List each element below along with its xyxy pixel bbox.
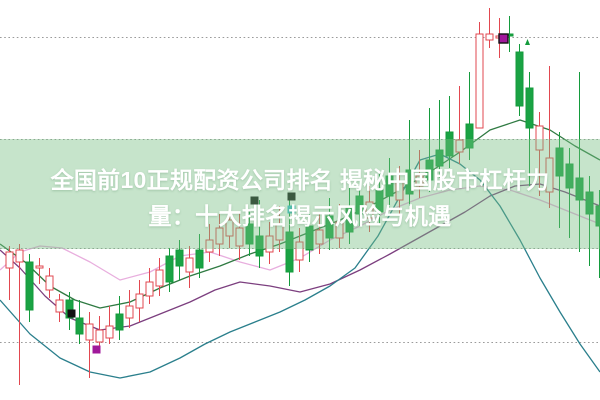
- candle-12: [125, 290, 134, 328]
- candle-55: [555, 132, 564, 228]
- candle-0: [5, 246, 14, 300]
- candle-53: [535, 112, 544, 196]
- marker-square-1: [92, 345, 101, 354]
- candle-43: [435, 100, 444, 178]
- candle-25: [255, 200, 264, 268]
- marker-outline-6: [498, 33, 509, 44]
- candle-17: [175, 240, 184, 280]
- candle-26: [265, 222, 274, 264]
- candle-14: [145, 268, 154, 304]
- candle-8: [85, 312, 94, 378]
- marker-square-2: [250, 196, 259, 205]
- marker-triangle-7: [525, 39, 530, 45]
- ma-line-MA-mid-green: [0, 119, 600, 309]
- ma-line-MA-short-pink: [0, 185, 600, 281]
- candle-7: [75, 300, 84, 344]
- candle-31: [315, 212, 324, 254]
- candle-32: [325, 198, 334, 250]
- candle-38: [385, 158, 394, 210]
- candle-57: [575, 72, 584, 252]
- candle-27: [275, 206, 284, 252]
- candle-34: [345, 188, 354, 244]
- candle-22: [225, 208, 234, 248]
- candle-24: [245, 210, 254, 256]
- marker-square-3: [287, 192, 296, 201]
- candle-3: [35, 258, 44, 284]
- candle-37: [375, 172, 384, 224]
- marker-square-5: [499, 34, 508, 43]
- candle-21: [215, 214, 224, 256]
- candlesticks-group: [5, 8, 600, 385]
- candle-41: [415, 150, 424, 198]
- candle-5: [55, 294, 64, 322]
- candle-54: [545, 66, 554, 208]
- candle-23: [235, 212, 244, 260]
- candle-18: [185, 246, 194, 288]
- candle-19: [195, 234, 204, 278]
- candle-10: [105, 306, 114, 344]
- ma-line-MA-longest-teal: [0, 153, 600, 379]
- marker-square-4: [287, 205, 296, 214]
- candle-52: [525, 72, 534, 186]
- headline-overlay-text: 全国前10正规配资公司排名 揭秘中国股市杠杆力 量：十大排名揭示风险与机遇: [50, 167, 550, 229]
- candle-51: [515, 44, 524, 116]
- candle-44: [445, 96, 454, 168]
- candle-35: [355, 180, 364, 226]
- candle-13: [135, 280, 144, 322]
- candle-40: [405, 120, 414, 206]
- candle-1: [15, 244, 24, 385]
- candle-36: [365, 186, 374, 232]
- candle-2: [25, 254, 34, 322]
- candle-47: [475, 22, 484, 129]
- candle-11: [115, 296, 124, 340]
- candle-29: [295, 228, 304, 272]
- candle-56: [565, 148, 574, 238]
- candle-20: [205, 224, 214, 262]
- candle-16: [165, 248, 174, 292]
- candle-15: [155, 258, 164, 296]
- candle-58: [585, 176, 594, 266]
- candle-39: [395, 166, 404, 214]
- candle-48: [485, 8, 494, 48]
- signal-markers-group: [67, 33, 530, 354]
- candle-45: [455, 86, 464, 164]
- candle-4: [45, 268, 54, 298]
- candle-42: [425, 108, 434, 192]
- candle-46: [465, 72, 474, 160]
- candle-30: [305, 214, 314, 262]
- candle-33: [335, 204, 344, 248]
- marker-square-0: [67, 309, 76, 318]
